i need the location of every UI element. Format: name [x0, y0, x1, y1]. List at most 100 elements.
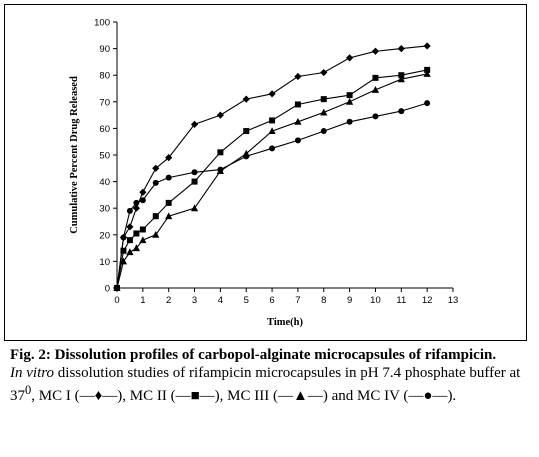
caption-body: In vitro dissolution studies of rifampic…: [10, 365, 532, 406]
series-line-square: [116, 69, 428, 289]
x-tick-label: 8: [321, 295, 326, 306]
data-point-diamond: [190, 120, 199, 129]
caption-heading: Fig. 2: Dissolution profiles of carbopol…: [10, 347, 497, 363]
data-point-square: [152, 213, 159, 220]
y-tick-label: 100: [94, 18, 110, 29]
data-point-circle: [372, 113, 379, 120]
data-point-circle: [191, 169, 198, 176]
data-point-triangle: [346, 98, 354, 105]
data-point-triangle: [152, 231, 160, 238]
data-point-circle: [346, 118, 353, 125]
data-point-circle: [424, 100, 431, 107]
data-point-diamond: [152, 164, 160, 172]
x-tick-label: 0: [114, 295, 119, 306]
x-tick-label: 6: [269, 295, 274, 306]
x-tick-label: 3: [192, 295, 197, 306]
data-point-circle: [217, 166, 224, 173]
caption-body-part1: dissolution studies of rifampicin microc…: [10, 364, 521, 405]
series-line-diamond: [116, 45, 428, 289]
y-tick-label: 90: [99, 44, 110, 55]
data-point-square: [243, 128, 250, 135]
data-point-circle: [269, 145, 276, 152]
y-tick-label: 60: [99, 124, 110, 135]
legend-symbol-mc2: —■—: [175, 388, 215, 404]
figure-caption: Fig. 2: Dissolution profiles of carbopol…: [10, 347, 532, 406]
data-point-triangle: [268, 127, 276, 135]
data-point-diamond: [139, 188, 147, 196]
data-point-triangle: [139, 236, 147, 244]
data-point-diamond: [268, 90, 276, 98]
data-point-circle: [126, 207, 133, 214]
data-point-square: [398, 72, 405, 79]
x-tick-label: 11: [396, 295, 406, 306]
data-point-diamond: [346, 54, 354, 62]
x-tick-label: 2: [166, 295, 171, 306]
data-point-diamond: [126, 223, 134, 231]
data-point-circle: [114, 285, 120, 291]
data-point-circle: [165, 174, 172, 181]
data-point-diamond: [165, 154, 173, 162]
caption-sep-1: ), MC II (: [117, 388, 176, 404]
data-point-triangle: [294, 117, 302, 125]
x-tick-label: 13: [448, 295, 459, 306]
data-point-triangle: [320, 108, 328, 116]
caption-body-part2: , MC I (: [31, 388, 80, 404]
y-tick-label: 30: [99, 204, 110, 215]
data-point-triangle: [126, 248, 134, 256]
data-point-triangle: [119, 257, 128, 265]
data-point-triangle: [423, 70, 431, 77]
data-point-circle: [133, 199, 140, 206]
caption-italic-lead: In vitro: [10, 364, 55, 381]
data-point-diamond: [216, 111, 224, 119]
x-tick-label: 7: [295, 295, 300, 306]
data-point-circle: [398, 108, 405, 115]
data-point-triangle: [132, 244, 140, 252]
caption-tail: ).: [447, 388, 457, 404]
data-point-square: [133, 230, 140, 237]
caption-sep-2: ), MC III (: [214, 388, 278, 404]
caption-superscript: 0: [25, 383, 32, 397]
data-point-square: [372, 74, 379, 81]
x-tick-label: 5: [244, 295, 249, 306]
y-tick-label: 20: [99, 230, 110, 241]
data-point-triangle: [397, 75, 405, 83]
x-axis-title: Time(h): [267, 317, 303, 328]
data-point-triangle: [190, 204, 199, 212]
data-point-diamond: [294, 72, 302, 81]
legend-symbol-mc3: —▲—: [277, 388, 323, 404]
data-point-diamond: [397, 45, 405, 53]
caption-sep-3: ) and MC IV (: [322, 388, 409, 404]
x-tick-label: 4: [218, 295, 223, 306]
x-tick-label: 12: [422, 295, 433, 306]
data-point-square: [294, 101, 301, 108]
data-point-square: [320, 96, 327, 103]
series-line-triangle: [116, 73, 428, 289]
y-axis-title: Cumulative Percent Drug Released: [69, 76, 80, 234]
data-point-diamond: [132, 204, 140, 212]
y-tick-label: 40: [99, 177, 110, 188]
data-point-diamond: [320, 68, 328, 77]
y-tick-label: 70: [99, 97, 110, 108]
data-point-square: [217, 149, 224, 156]
data-point-circle: [152, 179, 159, 186]
data-point-square: [191, 178, 198, 185]
y-tick-label: 50: [99, 151, 110, 162]
y-tick-label: 0: [105, 284, 110, 295]
data-point-square: [139, 226, 146, 233]
legend-symbol-mc4: —●—: [408, 388, 448, 404]
data-point-circle: [120, 234, 127, 241]
data-point-circle: [294, 137, 301, 144]
y-tick-label: 80: [99, 71, 110, 82]
x-tick-label: 9: [347, 295, 352, 306]
data-point-triangle: [165, 212, 173, 220]
data-point-circle: [139, 197, 146, 204]
data-point-circle: [320, 128, 327, 135]
y-tick-label: 10: [99, 257, 110, 268]
figure-frame: 0 10 20 30 40 50 60 70 80 90 100 0 1 2 3 4 5 6 7 8 9 10 11 12 13…: [4, 4, 527, 341]
x-tick-label: 1: [140, 295, 145, 306]
data-point-triangle: [371, 86, 380, 93]
data-point-diamond: [371, 47, 380, 55]
data-point-diamond: [423, 42, 431, 50]
data-point-square: [346, 92, 353, 99]
